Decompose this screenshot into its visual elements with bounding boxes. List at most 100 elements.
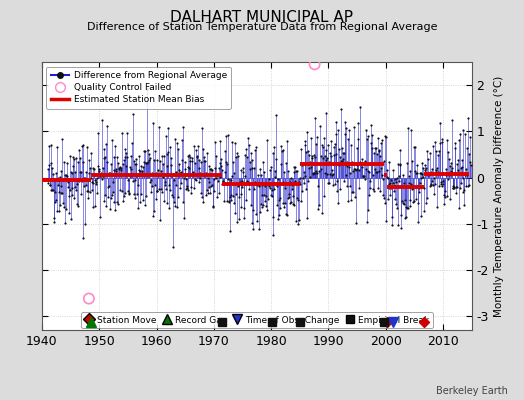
Point — [114, 160, 123, 166]
Point — [65, 192, 73, 199]
Point — [346, 197, 355, 204]
Point — [156, 158, 164, 164]
Point — [70, 156, 78, 162]
Point — [218, 166, 226, 173]
Point — [285, 191, 293, 198]
Point — [351, 194, 359, 200]
Point — [184, 164, 192, 170]
Point — [178, 136, 187, 143]
Point — [54, 208, 63, 215]
Point — [88, 187, 96, 194]
Point — [95, 166, 103, 172]
Point — [288, 200, 297, 207]
Point — [305, 152, 313, 159]
Point — [136, 199, 144, 206]
Point — [434, 148, 443, 154]
Point — [124, 188, 133, 195]
Point — [442, 166, 451, 172]
Point — [148, 120, 157, 127]
Point — [105, 183, 113, 189]
Point — [310, 152, 318, 158]
Point — [225, 194, 234, 200]
Point — [276, 195, 284, 201]
Point — [266, 167, 275, 173]
Point — [422, 195, 431, 202]
Point — [359, 172, 367, 179]
Point — [303, 128, 311, 135]
Point — [369, 150, 378, 156]
Point — [140, 148, 148, 154]
Point — [90, 166, 98, 172]
Point — [423, 172, 432, 178]
Point — [213, 194, 221, 200]
Point — [241, 152, 249, 158]
Point — [223, 176, 232, 183]
Point — [316, 123, 324, 130]
Point — [331, 141, 339, 148]
Legend: Station Move, Record Gap, Time of Obs. Change, Empirical Break: Station Move, Record Gap, Time of Obs. C… — [81, 312, 432, 328]
Point — [315, 168, 323, 175]
Point — [228, 159, 237, 166]
Point — [91, 203, 100, 209]
Point — [253, 182, 261, 188]
Point — [265, 176, 273, 182]
Point — [209, 203, 217, 209]
Point — [82, 169, 91, 175]
Point — [182, 182, 191, 189]
Point — [304, 165, 313, 171]
Point — [53, 182, 62, 188]
Point — [270, 144, 278, 150]
Point — [170, 199, 178, 206]
Point — [250, 186, 258, 193]
Point — [201, 158, 209, 164]
Point — [282, 138, 291, 144]
Point — [331, 130, 340, 137]
Point — [241, 173, 249, 179]
Point — [339, 156, 347, 162]
Point — [288, 182, 296, 188]
Point — [80, 175, 88, 181]
Point — [391, 196, 399, 202]
Point — [319, 155, 327, 162]
Point — [466, 161, 475, 168]
Point — [236, 190, 245, 197]
Point — [84, 188, 92, 194]
Point — [250, 147, 259, 154]
Point — [108, 137, 116, 144]
Point — [130, 190, 138, 197]
Point — [252, 211, 260, 217]
Point — [346, 183, 355, 189]
Point — [444, 176, 452, 182]
Point — [432, 167, 440, 173]
Point — [359, 161, 368, 168]
Point — [390, 176, 399, 182]
Point — [293, 195, 301, 202]
Point — [224, 198, 233, 205]
Point — [197, 190, 205, 196]
Point — [182, 176, 190, 182]
Point — [348, 189, 357, 196]
Point — [213, 172, 222, 178]
Point — [123, 130, 132, 136]
Point — [338, 144, 346, 151]
Point — [162, 132, 170, 139]
Point — [426, 182, 434, 189]
Point — [340, 150, 348, 156]
Point — [86, 174, 95, 181]
Point — [298, 187, 307, 194]
Point — [125, 191, 133, 198]
Point — [118, 161, 127, 168]
Point — [290, 169, 298, 176]
Point — [221, 148, 230, 154]
Point — [455, 137, 463, 143]
Point — [365, 192, 374, 198]
Point — [113, 154, 121, 161]
Point — [46, 182, 54, 188]
Point — [445, 156, 453, 162]
Point — [323, 171, 332, 177]
Point — [350, 124, 358, 130]
Point — [170, 135, 179, 142]
Point — [156, 216, 165, 223]
Point — [308, 153, 316, 159]
Point — [57, 168, 65, 175]
